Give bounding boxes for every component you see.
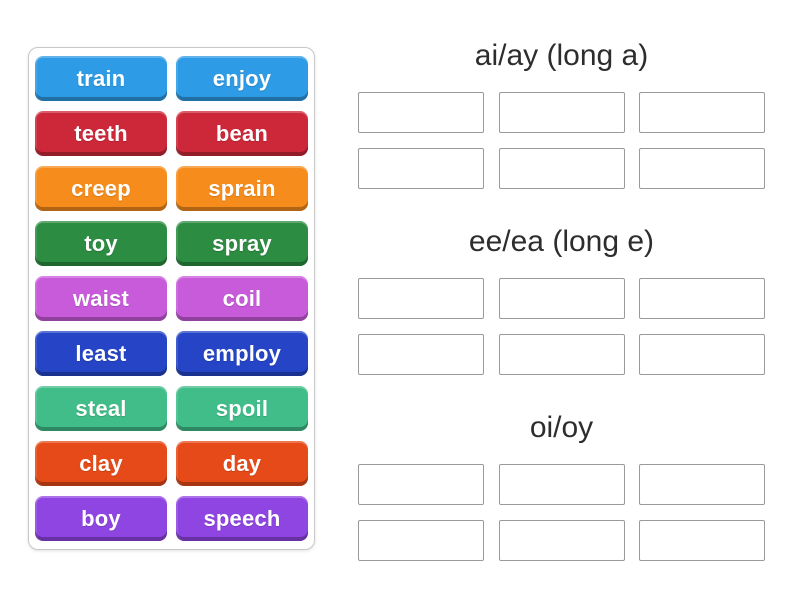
drop-slot[interactable] [498,278,625,319]
drop-slot[interactable] [498,464,625,505]
drop-slot[interactable] [639,334,765,375]
word-tile-spray[interactable]: spray [176,221,308,266]
word-tile-sprain[interactable]: sprain [176,166,308,211]
drop-slot[interactable] [358,92,484,133]
drop-slot[interactable] [358,334,484,375]
drop-slot[interactable] [358,148,484,189]
word-tile-bean[interactable]: bean [176,111,308,156]
word-bank-panel: train enjoy teeth bean creep sprain toy spray wa… [28,47,315,550]
drop-slot[interactable] [639,464,765,505]
word-bank-grid: train enjoy teeth bean creep sprain toy spray wa… [35,56,308,541]
group-title: ai/ay (long a) [474,39,649,72]
drop-slot[interactable] [639,92,765,133]
word-tile-coil[interactable]: coil [176,276,308,321]
drop-slot[interactable] [639,148,765,189]
word-tile-train[interactable]: train [35,56,167,101]
group-oi-oy: oi/oy [358,408,765,561]
word-tile-boy[interactable]: boy [35,496,167,541]
drop-slot[interactable] [639,520,765,561]
word-tile-teeth[interactable]: teeth [35,111,167,156]
group-ai-ay: ai/ay (long a) [358,36,765,189]
drop-slot[interactable] [498,148,625,189]
word-tile-employ[interactable]: employ [176,331,308,376]
slot-grid [358,278,765,375]
word-tile-least[interactable]: least [35,331,167,376]
slot-grid [358,92,765,189]
word-tile-toy[interactable]: toy [35,221,167,266]
drop-slot[interactable] [358,278,484,319]
drop-slot[interactable] [358,464,484,505]
group-title: ee/ea (long e) [468,225,655,258]
drop-groups-container: ai/ay (long a) ee/ea (long e) oi/oy [358,0,765,600]
group-ee-ea: ee/ea (long e) [358,222,765,375]
word-tile-waist[interactable]: waist [35,276,167,321]
drop-slot[interactable] [358,520,484,561]
slot-grid [358,464,765,561]
group-title: oi/oy [529,411,594,444]
word-tile-day[interactable]: day [176,441,308,486]
word-tile-speech[interactable]: speech [176,496,308,541]
drop-slot[interactable] [498,92,625,133]
drop-slot[interactable] [498,334,625,375]
word-tile-spoil[interactable]: spoil [176,386,308,431]
word-tile-steal[interactable]: steal [35,386,167,431]
drop-slot[interactable] [639,278,765,319]
word-tile-enjoy[interactable]: enjoy [176,56,308,101]
word-tile-clay[interactable]: clay [35,441,167,486]
drop-slot[interactable] [498,520,625,561]
word-tile-creep[interactable]: creep [35,166,167,211]
